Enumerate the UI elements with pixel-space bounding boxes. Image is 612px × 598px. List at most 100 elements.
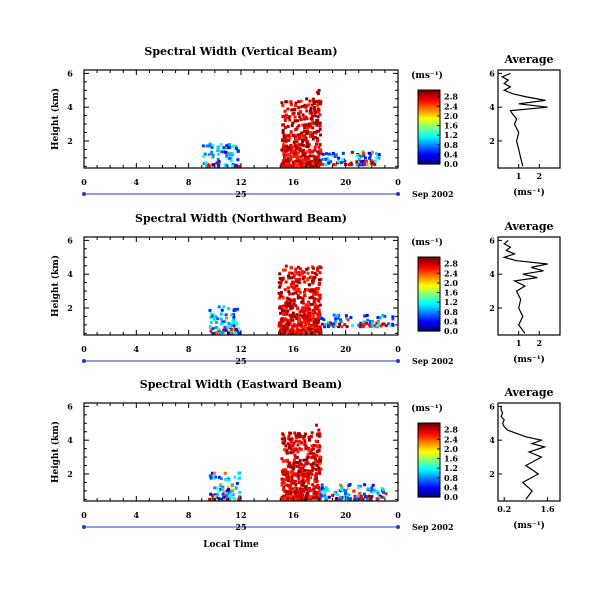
echo-cell bbox=[317, 449, 321, 453]
heatmap-cells bbox=[208, 264, 395, 335]
echo-cell bbox=[298, 296, 302, 299]
echo-cell bbox=[356, 486, 360, 490]
echo-cell bbox=[298, 481, 302, 485]
echo-cell bbox=[310, 149, 314, 153]
echo-cell bbox=[283, 126, 287, 129]
colorbar-tick-label: 0.0 bbox=[444, 492, 458, 502]
colorbar-step bbox=[418, 321, 440, 325]
echo-cell bbox=[312, 461, 316, 465]
echo-cell bbox=[317, 299, 321, 303]
echo-cell bbox=[315, 290, 319, 294]
echo-cell bbox=[378, 316, 382, 320]
echo-cell bbox=[357, 494, 360, 498]
echo-cell bbox=[317, 466, 321, 470]
x-tick-label: 0 bbox=[395, 177, 401, 187]
echo-cell bbox=[371, 150, 374, 154]
echo-cell bbox=[282, 151, 286, 155]
echo-cell bbox=[302, 489, 306, 493]
echo-cell bbox=[300, 149, 304, 153]
echo-cell bbox=[337, 159, 341, 163]
echo-cell bbox=[281, 432, 285, 436]
colorbar-step bbox=[418, 450, 440, 454]
echo-cell bbox=[371, 319, 375, 323]
echo-cell bbox=[297, 112, 301, 115]
echo-cell bbox=[296, 294, 300, 297]
echo-cell bbox=[295, 157, 299, 161]
echo-cell bbox=[326, 159, 330, 163]
x-tick-label: 16 bbox=[288, 177, 300, 187]
echo-cell bbox=[316, 314, 320, 318]
echo-cell bbox=[316, 118, 320, 122]
echo-cell bbox=[290, 124, 294, 128]
echo-cell bbox=[316, 115, 320, 119]
echo-cell bbox=[220, 308, 224, 312]
colorbar-step bbox=[418, 95, 440, 98]
echo-cell bbox=[213, 471, 217, 475]
echo-cell bbox=[279, 283, 282, 287]
echo-cell bbox=[230, 323, 234, 327]
echo-cell bbox=[295, 313, 299, 317]
echo-cell bbox=[301, 330, 305, 334]
echo-cell bbox=[217, 160, 221, 164]
echo-cell bbox=[234, 144, 238, 148]
echo-cell bbox=[357, 496, 361, 500]
x-tick-label: 12 bbox=[235, 177, 246, 187]
echo-cell bbox=[280, 148, 284, 152]
x-tick-label: 0 bbox=[395, 510, 401, 520]
echo-cell bbox=[281, 128, 285, 132]
echo-cell bbox=[308, 164, 312, 168]
echo-cell bbox=[231, 144, 235, 148]
echo-cell bbox=[363, 483, 367, 487]
echo-cell bbox=[289, 446, 293, 450]
x-tick-label: 0 bbox=[81, 510, 87, 520]
echo-cell bbox=[313, 276, 317, 280]
average-x-tick-label: 2 bbox=[537, 171, 543, 181]
echo-cell bbox=[298, 310, 302, 314]
colorbar-step bbox=[418, 469, 440, 472]
echo-cell bbox=[215, 486, 218, 490]
echo-cell bbox=[293, 479, 297, 483]
colorbar-tick-label: 1.6 bbox=[444, 121, 458, 131]
colorbar-step bbox=[418, 141, 440, 145]
echo-cell bbox=[315, 100, 319, 104]
echo-cell bbox=[294, 436, 298, 440]
echo-cell bbox=[283, 495, 287, 499]
echo-cell bbox=[297, 439, 301, 443]
echo-cell bbox=[312, 293, 315, 297]
echo-cell bbox=[221, 320, 225, 324]
echo-cell bbox=[219, 143, 223, 146]
x-tick-label: 16 bbox=[288, 344, 300, 354]
echo-cell bbox=[304, 314, 308, 318]
colorbar-step bbox=[418, 316, 440, 319]
echo-cell bbox=[225, 164, 229, 168]
echo-cell bbox=[307, 446, 311, 450]
x-tick-label: 8 bbox=[186, 510, 192, 520]
average-frame bbox=[497, 236, 561, 336]
colorbar-tick-label: 1.2 bbox=[444, 130, 458, 140]
echo-cell bbox=[306, 455, 310, 459]
echo-cell bbox=[358, 491, 362, 495]
echo-cell bbox=[294, 498, 297, 501]
echo-cell bbox=[301, 316, 305, 320]
echo-cell bbox=[227, 497, 231, 501]
echo-cell bbox=[335, 496, 339, 500]
echo-cell bbox=[317, 121, 321, 125]
echo-cell bbox=[278, 329, 282, 333]
echo-cell bbox=[215, 321, 218, 324]
echo-cell bbox=[347, 163, 351, 167]
echo-cell bbox=[293, 149, 297, 153]
colorbar-step bbox=[418, 295, 440, 299]
echo-cell bbox=[371, 490, 375, 494]
echo-cell bbox=[286, 147, 290, 151]
echo-cell bbox=[289, 266, 293, 270]
echo-cell bbox=[225, 318, 229, 322]
echo-cell bbox=[224, 146, 228, 150]
echo-cell bbox=[303, 309, 307, 313]
echo-cell bbox=[318, 121, 322, 125]
echo-cell bbox=[366, 318, 370, 322]
echo-cell bbox=[299, 469, 302, 473]
echo-cell bbox=[314, 160, 317, 164]
colorbar-step bbox=[418, 325, 440, 328]
echo-cell bbox=[236, 149, 240, 153]
echo-cell bbox=[280, 469, 284, 473]
